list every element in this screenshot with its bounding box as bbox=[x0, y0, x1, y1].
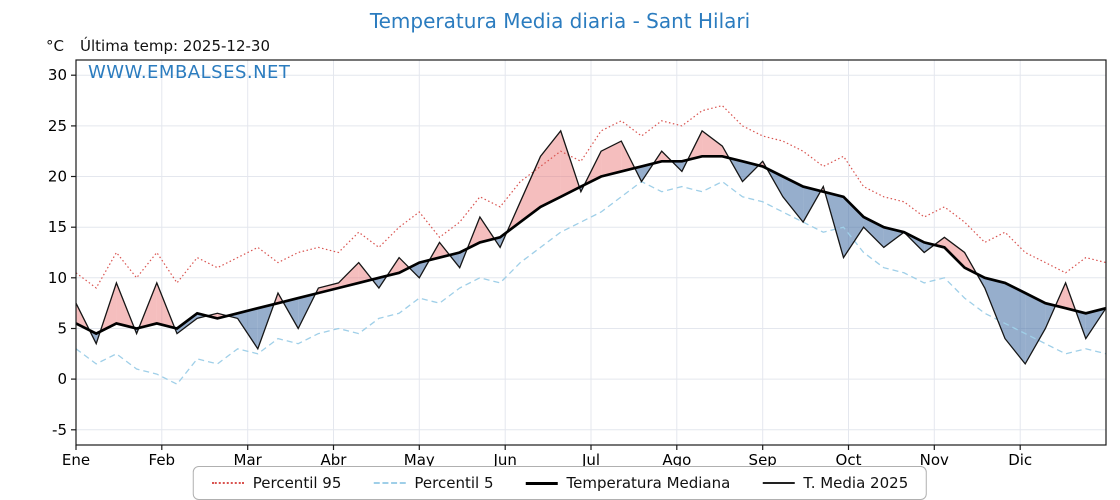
watermark: WWW.EMBALSES.NET bbox=[88, 62, 291, 83]
x-tick-label: Nov bbox=[920, 451, 949, 469]
y-tick-label: 0 bbox=[57, 370, 67, 388]
x-tick-label: Sep bbox=[749, 451, 777, 469]
y-tick-label: -5 bbox=[52, 421, 67, 439]
x-tick-label: May bbox=[404, 451, 435, 469]
y-tick-label: 25 bbox=[48, 117, 67, 135]
legend-label: Percentil 5 bbox=[414, 474, 494, 492]
legend-item-percentil-95: Percentil 95 bbox=[211, 474, 342, 492]
legend-item-mediana: Temperatura Mediana bbox=[525, 474, 730, 492]
y-tick-label: 30 bbox=[48, 66, 67, 84]
x-tick-label: Jul bbox=[581, 451, 600, 469]
y-tick-label: 15 bbox=[48, 218, 67, 236]
x-tick-label: Feb bbox=[149, 451, 176, 469]
y-tick-label: 10 bbox=[48, 269, 67, 287]
x-tick-label: Dic bbox=[1008, 451, 1032, 469]
legend-label: Percentil 95 bbox=[252, 474, 342, 492]
dotted-red-line-icon bbox=[211, 482, 244, 484]
legend-item-t-media-2025: T. Media 2025 bbox=[762, 474, 908, 492]
y-tick-label: 5 bbox=[57, 320, 67, 338]
legend-item-percentil-5: Percentil 5 bbox=[373, 474, 493, 492]
x-tick-label: Mar bbox=[234, 451, 263, 469]
x-tick-label: Ene bbox=[62, 451, 90, 469]
y-axis-units-label: °C bbox=[46, 37, 64, 55]
thin-black-line-icon bbox=[762, 482, 795, 484]
x-tick-label: Oct bbox=[836, 451, 862, 469]
x-tick-label: Abr bbox=[321, 451, 348, 469]
y-tick-label: 20 bbox=[48, 168, 67, 186]
x-tick-label: Jun bbox=[492, 451, 516, 469]
legend-label: T. Media 2025 bbox=[803, 474, 909, 492]
thick-black-line-icon bbox=[525, 481, 558, 485]
last-temp-label: Última temp: 2025-12-30 bbox=[80, 37, 271, 55]
x-tick-label: Ago bbox=[662, 451, 691, 469]
legend: Percentil 95 Percentil 5 Temperatura Med… bbox=[192, 466, 928, 500]
page-title: Temperatura Media diaria - Sant Hilari bbox=[369, 9, 751, 33]
dashed-lightblue-line-icon bbox=[373, 482, 406, 484]
legend-label: Temperatura Mediana bbox=[566, 474, 731, 492]
